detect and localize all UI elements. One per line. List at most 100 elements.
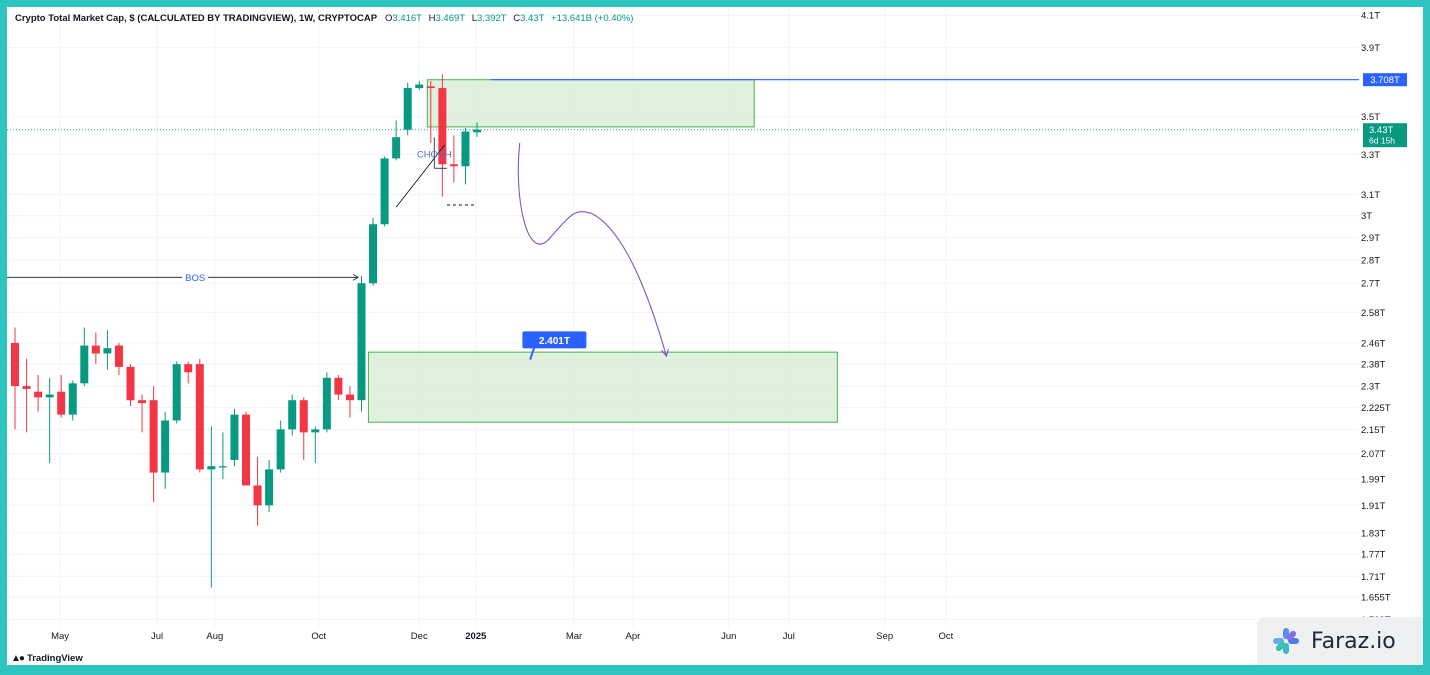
candle [207,426,216,588]
candle [253,456,262,526]
resistance-price-label: 3.708T [1370,75,1400,86]
candle-body [426,86,435,89]
candle-body [276,429,285,470]
resistance-price-tag [1363,73,1407,87]
y-tick-label: 1.99T [1361,474,1385,485]
candle [392,120,401,161]
candle-body [438,88,447,165]
target-label: 2.401T [539,336,570,347]
candle [91,332,100,365]
target-label-bg [522,331,587,349]
chart-header: Crypto Total Market Cap, $ (CALCULATED B… [15,13,637,24]
y-tick-label: 2.58T [1361,308,1385,319]
candle [80,327,89,387]
candle-body [195,364,204,470]
candle [357,276,366,412]
change-value: +13.641B (+0.40%) [551,13,634,24]
open-value: 3.416T [392,13,422,24]
candle-body [138,400,147,404]
candle [11,327,19,430]
low-value: 3.392T [477,13,507,24]
candle-body [114,345,123,367]
candle-body [345,394,354,401]
projection-path [517,142,667,357]
close-label: C [513,13,521,24]
bos-label-bg [182,271,209,284]
candle-body [68,383,77,415]
y-tick-label: 3.1T [1361,190,1380,201]
open-label: O [385,13,393,24]
candle-body [103,348,112,354]
candles [11,74,481,588]
candle [68,380,77,421]
candle-body [242,414,250,486]
candle [311,426,320,464]
candle-body [265,469,274,506]
x-tick-label: Oct [939,631,954,642]
y-tick-label: 3.5T [1361,112,1380,123]
tradingview-logo[interactable]: ▲● TradingView [11,653,83,664]
drawings: CHOCH 2.401T [395,137,669,360]
y-tick-label: 4.1T [1361,11,1380,22]
y-tick-label: 2.07T [1361,449,1385,460]
bos-label: BOS [185,273,205,284]
axes: 4.1T 3.9T 3.5T 3.3T 3.1T 3T 2.9T 2.8T 2.7T 2.58T 2… [51,11,1407,642]
x-tick-label: Aug [206,631,223,642]
candle [126,364,135,406]
candle-body [403,88,412,130]
candle [426,81,435,143]
candle [230,408,239,467]
zone-supply [426,79,755,128]
y-tick-label: 1.83T [1361,528,1385,539]
tradingview-brand: TradingView [26,653,83,664]
candle-body [461,131,470,167]
candle-body [357,283,366,401]
candle [138,394,147,433]
choch-structure-line [395,144,446,208]
candle-body [149,400,158,473]
y-tick-label: 3T [1361,211,1372,222]
candle [299,397,308,460]
low-label: L [471,13,478,24]
bos-arrowhead [352,273,359,281]
x-tick-label: Jul [783,631,795,642]
watermark: Faraz.io [1257,617,1423,665]
y-tick-label: 2.3T [1361,382,1380,393]
candle-body [253,485,262,506]
candle-body [299,400,308,433]
candle [380,156,389,227]
y-tick-label: 2.7T [1361,279,1380,290]
x-tick-label: Mar [566,631,582,642]
candle-body [126,366,135,401]
candle-body [11,342,19,387]
chart-svg[interactable]: BOS CHOCH 2.401T 4.1T 3.9T 3.5T 3.3T 3.1T 3T 2.… [7,7,1423,665]
candle [184,361,193,384]
x-tick-label: Apr [626,631,641,642]
candle-body [172,364,181,421]
candle-body [322,377,331,430]
candle-body [449,164,458,167]
candle-body [473,129,481,133]
choch-label: CHOCH [417,149,452,160]
candle-body [218,466,227,468]
candle [403,82,412,136]
candle [415,81,424,90]
candle-body [57,391,66,415]
y-tick-label: 3.3T [1361,150,1380,161]
candle [149,386,158,502]
x-tick-label: Jun [721,631,736,642]
chart-title: Crypto Total Market Cap, $ (CALCULATED B… [15,13,378,24]
candle-body [207,466,216,470]
x-tick-label: Dec [411,631,428,642]
y-tick-label: 1.77T [1361,550,1385,561]
target-label-pointer [529,347,536,360]
lines: BOS [7,79,1359,284]
candle [345,386,354,418]
candle [438,74,447,197]
x-tick-label: 2025 [465,631,487,642]
candle [242,411,250,486]
candle-body [161,420,170,473]
chart-frame: BOS CHOCH 2.401T 4.1T 3.9T 3.5T 3.3T 3.1T 3T 2.… [7,7,1423,665]
y-tick-label: 2.8T [1361,255,1380,266]
faraz-logo-icon [1273,628,1299,654]
